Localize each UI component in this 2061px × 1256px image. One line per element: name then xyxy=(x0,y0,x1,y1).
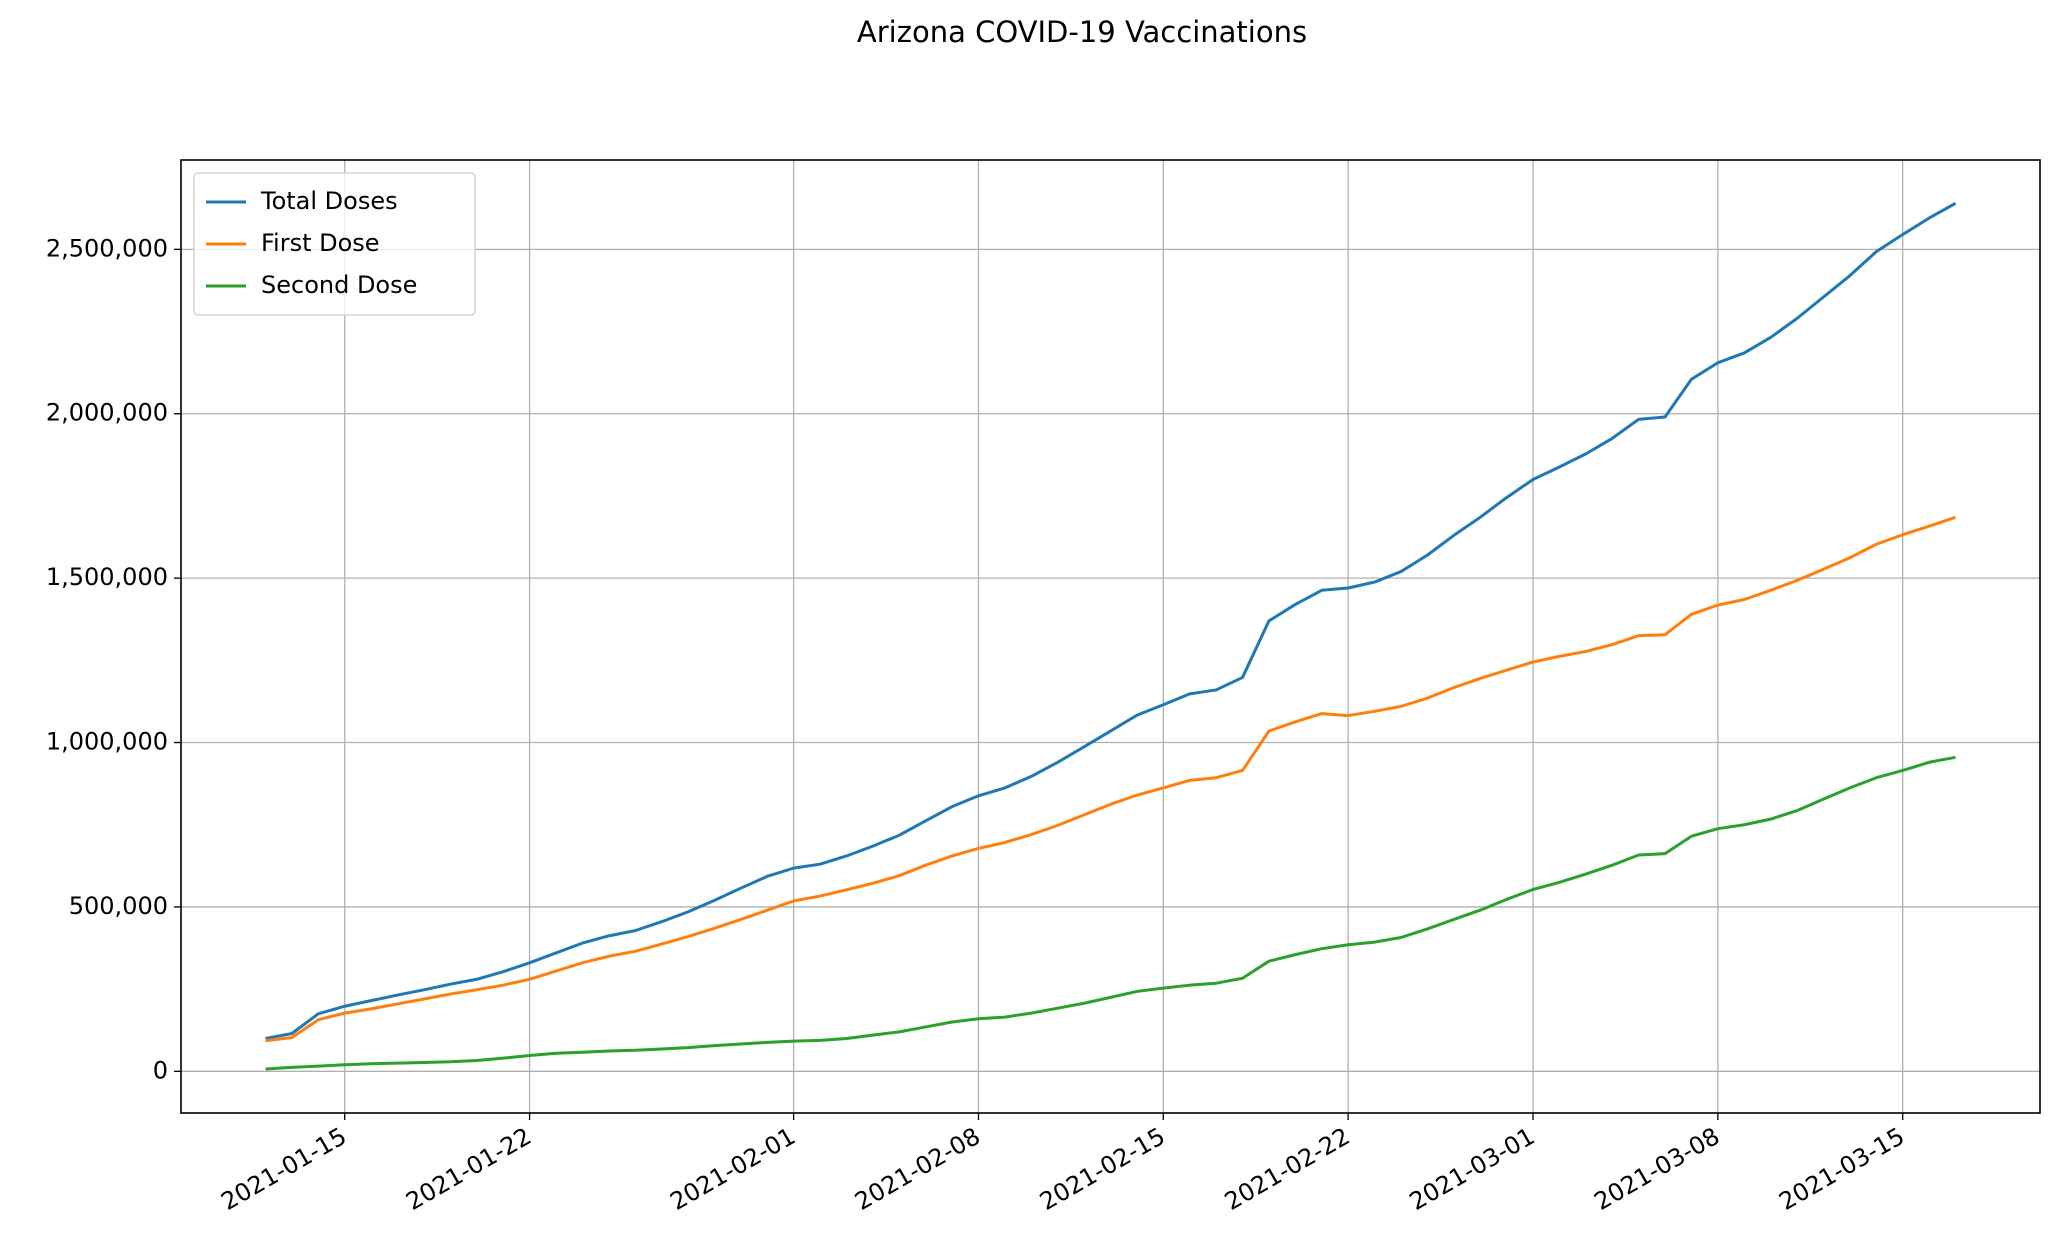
y-tick-label: 1,500,000 xyxy=(46,563,168,591)
x-tick-label: 2021-02-15 xyxy=(1035,1122,1170,1216)
legend-label: First Dose xyxy=(261,229,380,257)
y-tick-label: 2,000,000 xyxy=(46,399,168,427)
y-tick-label: 0 xyxy=(153,1056,168,1084)
series-line xyxy=(265,515,1956,1043)
x-tick-label: 2021-01-15 xyxy=(216,1122,351,1216)
series-line xyxy=(265,755,1956,1071)
legend: Total Doses First Dose Second Dose xyxy=(193,172,476,316)
y-tick-label: 2,500,000 xyxy=(46,234,168,262)
x-tick-label: 2021-02-08 xyxy=(850,1122,985,1216)
x-tick-label: 2021-01-22 xyxy=(401,1122,536,1216)
x-tick-label: 2021-02-01 xyxy=(665,1122,800,1216)
plot-frame xyxy=(180,159,2041,1114)
x-tick-label: 2021-03-01 xyxy=(1405,1122,1540,1216)
legend-label: Second Dose xyxy=(261,271,417,299)
series-line xyxy=(265,202,1957,1040)
legend-box xyxy=(193,172,476,316)
x-tick-label: 2021-02-22 xyxy=(1220,1122,1355,1216)
x-tick-label: 2021-03-15 xyxy=(1774,1122,1909,1216)
y-tick-label: 500,000 xyxy=(69,892,168,920)
y-tick-label: 1,000,000 xyxy=(46,728,168,756)
legend-label: Total Doses xyxy=(260,187,398,215)
chart-title: Arizona COVID-19 Vaccinations xyxy=(857,15,1307,49)
x-tick-label: 2021-03-08 xyxy=(1590,1122,1725,1216)
